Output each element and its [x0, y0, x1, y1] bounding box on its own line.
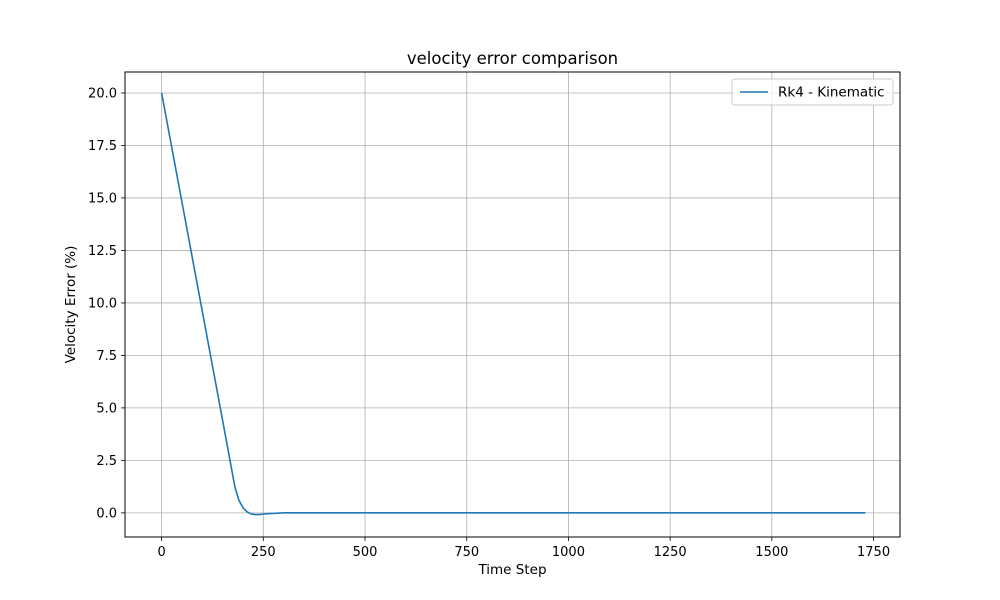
- grid: [125, 72, 900, 537]
- y-tick-label: 0.0: [96, 506, 117, 521]
- y-tick-label: 7.5: [96, 349, 117, 364]
- x-tick-label: 500: [353, 545, 378, 560]
- legend-label: Rk4 - Kinematic: [778, 85, 885, 101]
- y-tick-label: 15.0: [88, 191, 117, 206]
- chart-title: velocity error comparison: [407, 49, 618, 68]
- plot-area: [125, 72, 900, 537]
- y-tick-label: 10.0: [88, 296, 117, 311]
- x-tick-label: 250: [251, 545, 276, 560]
- x-tick-label: 1000: [552, 545, 585, 560]
- legend: Rk4 - Kinematic: [731, 78, 894, 106]
- y-tick-label: 12.5: [88, 244, 117, 259]
- y-tick-label: 5.0: [96, 401, 117, 416]
- x-axis-title: Time Step: [477, 562, 546, 578]
- series-line-rk4-kinematic: [160, 92, 866, 516]
- plot-frame: [124, 71, 901, 538]
- x-tick-label: 0: [157, 545, 165, 560]
- x-tick-label: 1250: [654, 545, 687, 560]
- y-tick-label: 2.5: [96, 454, 117, 469]
- y-axis-title: Velocity Error (%): [63, 246, 79, 364]
- legend-box: [731, 78, 894, 106]
- x-tick-label: 1500: [755, 545, 788, 560]
- series-layer: [160, 92, 866, 516]
- ticks: 0 250 500 750 1000 1250 1500 1750 0.0 2.5 5.0 7.5 10…: [88, 86, 890, 560]
- x-tick-label: 1750: [857, 545, 890, 560]
- y-tick-label: 20.0: [88, 86, 117, 101]
- y-tick-label: 17.5: [88, 139, 117, 154]
- x-tick-label: 750: [454, 545, 479, 560]
